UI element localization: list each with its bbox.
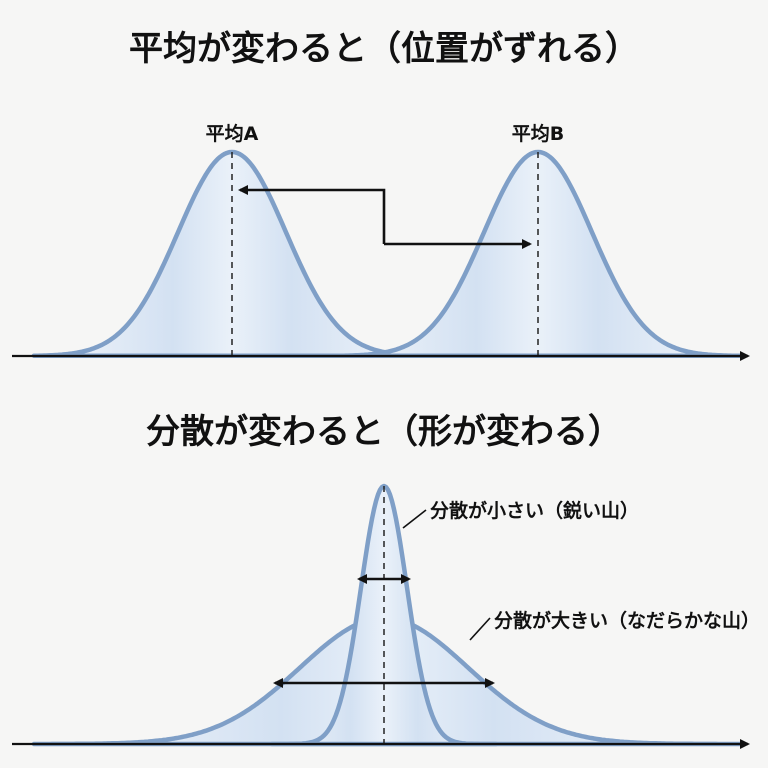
wide-variance-label: 分散が大きい（なだらかな山） bbox=[494, 609, 760, 632]
narrow-variance-label: 分散が小さい（鋭い山） bbox=[430, 499, 639, 522]
narrow-leader-line bbox=[402, 509, 427, 529]
wide-leader-line bbox=[469, 617, 491, 641]
bottom-title: 分散が変わると（形が変わる） bbox=[146, 412, 622, 452]
top-title: 平均が変わると（位置がずれる） bbox=[129, 29, 639, 69]
mean-a-label: 平均A bbox=[206, 122, 259, 145]
shift-arrow-left bbox=[238, 185, 386, 244]
mean-b-label: 平均B bbox=[512, 122, 564, 145]
bell-curve-mean-b bbox=[331, 149, 743, 359]
